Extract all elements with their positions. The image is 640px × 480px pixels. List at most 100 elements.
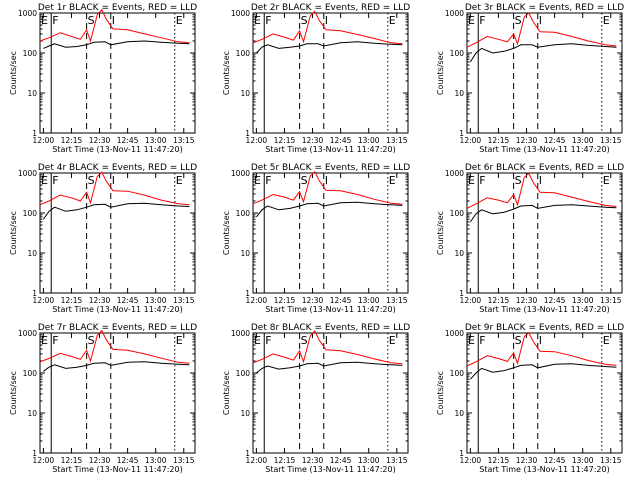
x-tick-label: 12:15 <box>488 456 510 465</box>
time-marker-label: E <box>176 334 183 347</box>
y-tick-label: 10 <box>27 249 37 258</box>
plot-frame <box>466 12 623 134</box>
y-tick-label: 100 <box>23 369 38 378</box>
y-axis-label: Counts/sec <box>436 51 445 95</box>
series-events-line <box>42 202 190 220</box>
y-tick-label: 1 <box>32 449 37 458</box>
x-tick-label: 12:30 <box>89 136 111 145</box>
time-marker-label: E <box>389 334 396 347</box>
time-marker-label: E <box>254 334 261 347</box>
plot-frame <box>466 172 623 294</box>
x-tick-label: 13:00 <box>358 296 380 305</box>
y-axis-label: Counts/sec <box>9 371 18 415</box>
x-tick-label: 13:15 <box>173 456 195 465</box>
time-marker-label: I <box>112 174 115 187</box>
x-tick-label: 12:45 <box>544 136 566 145</box>
panel-3: Det 3r BLACK = Events, RED = LLD 1 10 100 10… <box>436 3 624 154</box>
time-marker-label: F <box>479 174 485 187</box>
y-tick-label: 10 <box>454 249 464 258</box>
time-marker-label: F <box>52 14 58 27</box>
x-tick-label: 12:15 <box>61 296 83 305</box>
x-tick-label: 12:45 <box>544 296 566 305</box>
series-events-line <box>256 361 403 374</box>
time-marker-label: E <box>254 174 261 187</box>
time-marker-label: F <box>479 334 485 347</box>
series-lld-line <box>39 8 190 44</box>
panel-5: Det 5r BLACK = Events, RED = LLD 1 10 100 10… <box>222 163 410 314</box>
y-tick-label: 100 <box>450 49 465 58</box>
x-tick-label: 13:15 <box>600 136 622 145</box>
series-events-line <box>469 204 617 223</box>
series-lld-line <box>466 12 617 48</box>
y-tick-label: 100 <box>236 209 251 218</box>
x-axis-label: Start Time (13-Nov-11 11:47:20) <box>479 305 609 314</box>
y-tick-label: 1 <box>32 129 37 138</box>
time-marker-label: S <box>301 174 308 187</box>
series-lld-line <box>466 331 617 367</box>
y-tick-label: 1000 <box>445 9 464 18</box>
x-axis-label: Start Time (13-Nov-11 11:47:20) <box>265 145 395 154</box>
series-events-line <box>256 201 403 218</box>
y-tick-label: 1000 <box>231 9 250 18</box>
x-tick-label: 13:15 <box>173 136 195 145</box>
plot-frame <box>39 12 196 134</box>
x-tick-label: 12:15 <box>488 136 510 145</box>
panel-title: Det 3r BLACK = Events, RED = LLD <box>465 3 624 13</box>
x-axis-label: Start Time (13-Nov-11 11:47:20) <box>479 465 609 474</box>
time-marker-label: S <box>515 14 522 27</box>
series-events-line <box>469 43 617 63</box>
time-marker-label: E <box>603 334 610 347</box>
x-tick-label: 12:45 <box>117 456 139 465</box>
x-tick-label: 12:30 <box>516 456 538 465</box>
plot-frame <box>252 12 409 134</box>
x-tick-label: 12:15 <box>274 296 296 305</box>
y-tick-label: 1000 <box>445 329 464 338</box>
panel-title: Det 2r BLACK = Events, RED = LLD <box>251 3 410 13</box>
x-tick-label: 13:15 <box>386 456 408 465</box>
y-tick-label: 10 <box>240 409 250 418</box>
time-marker-label: I <box>325 334 328 347</box>
x-tick-label: 13:00 <box>145 456 167 465</box>
x-tick-label: 12:00 <box>460 136 482 145</box>
x-tick-label: 13:00 <box>572 456 594 465</box>
time-marker-label: E <box>603 14 610 27</box>
panel-2: Det 2r BLACK = Events, RED = LLD 1 10 100 10… <box>222 3 410 154</box>
x-tick-label: 12:00 <box>246 456 268 465</box>
time-marker-label: S <box>301 334 308 347</box>
time-marker-label: F <box>52 174 58 187</box>
time-marker-label: E <box>176 14 183 27</box>
plot-frame <box>39 332 196 454</box>
panel-title: Det 9r BLACK = Events, RED = LLD <box>465 323 624 333</box>
y-axis-label: Counts/sec <box>222 371 231 415</box>
y-tick-label: 1000 <box>18 9 37 18</box>
time-marker-label: I <box>325 14 328 27</box>
x-tick-label: 13:00 <box>358 456 380 465</box>
panel-title: Det 1r BLACK = Events, RED = LLD <box>38 3 197 13</box>
x-tick-label: 12:15 <box>488 296 510 305</box>
time-marker-label: S <box>515 174 522 187</box>
time-marker-label: I <box>112 14 115 27</box>
x-axis-label: Start Time (13-Nov-11 11:47:20) <box>52 145 182 154</box>
time-marker-label: I <box>539 174 542 187</box>
y-tick-label: 100 <box>23 49 38 58</box>
time-marker-label: I <box>539 14 542 27</box>
panel-title: Det 4r BLACK = Events, RED = LLD <box>38 163 197 173</box>
panel-title: Det 6r BLACK = Events, RED = LLD <box>465 163 624 173</box>
time-marker-label: E <box>468 14 475 27</box>
x-axis-label: Start Time (13-Nov-11 11:47:20) <box>265 305 395 314</box>
y-tick-label: 1000 <box>231 329 250 338</box>
time-marker-label: F <box>265 14 271 27</box>
x-tick-label: 12:30 <box>516 136 538 145</box>
x-tick-label: 12:30 <box>89 296 111 305</box>
time-marker-label: S <box>515 334 522 347</box>
x-tick-label: 12:45 <box>117 136 139 145</box>
y-tick-label: 100 <box>450 209 465 218</box>
y-axis-label: Counts/sec <box>222 51 231 95</box>
time-marker-label: S <box>88 174 95 187</box>
time-marker-label: I <box>325 174 328 187</box>
y-tick-label: 100 <box>236 49 251 58</box>
y-tick-label: 10 <box>27 89 37 98</box>
x-tick-label: 12:15 <box>61 136 83 145</box>
x-tick-label: 12:30 <box>302 296 324 305</box>
panel-9: Det 9r BLACK = Events, RED = LLD 1 10 100 10… <box>436 323 624 474</box>
